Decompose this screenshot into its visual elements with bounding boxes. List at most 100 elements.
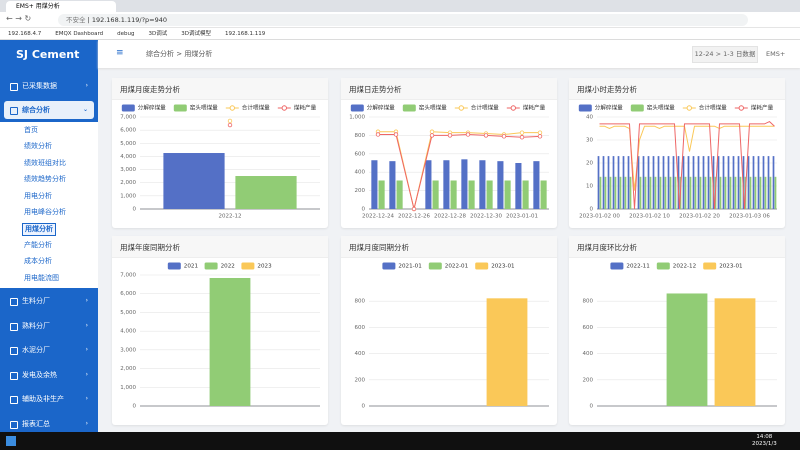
legend-label: 煤耗产量 [523,104,546,112]
legend-icon [351,105,364,112]
line-point [430,134,434,138]
time: 14:08 [752,434,777,441]
submenu-item[interactable]: 绩效趋势分析 [22,174,68,185]
legend-icon [739,106,743,110]
bookmark[interactable]: 3D调试 [149,31,168,37]
submenu-item[interactable]: 绩效分析 [22,141,54,152]
submenu-item[interactable]: 产能分析 [22,240,54,251]
menu-label: 生料分厂 [22,297,50,305]
line-point [520,135,524,139]
crumb[interactable]: 综合分析 [146,50,174,58]
menu-item[interactable]: 辅助及非生产› [4,390,94,408]
bar [515,163,521,209]
taskbar: 14:082023/1/3 [0,432,800,450]
submenu-item[interactable]: 绩效班组对比 [22,158,68,169]
menu-item[interactable]: 综合分析⌄ [4,101,94,119]
bar [658,156,660,209]
bar [443,160,449,209]
bookmark[interactable]: 3D调试模型 [181,31,211,37]
menu-icon [10,347,18,355]
header: ≡ 综合分析 > 用煤分析 12-24 > 1-3 日数据 EMS+ [98,40,800,68]
date-range[interactable]: 12-24 > 1-3 日数据 [692,46,758,63]
bar [600,177,602,209]
menu-icon [10,372,18,380]
submenu-item[interactable]: 用电峰谷分析 [22,207,68,218]
y-tick-label: 3,000 [120,347,136,353]
bookmark[interactable]: 192.168.1.119 [225,31,265,37]
nav-buttons[interactable]: ← → ↻ [6,14,31,23]
line-point [394,133,398,137]
bookmark[interactable]: debug [117,31,134,37]
submenu-item[interactable]: 首页 [22,125,40,136]
bar [610,177,612,209]
bar [763,156,765,209]
y-tick-label: 200 [583,377,594,383]
menu-toggle[interactable]: ≡ [116,48,124,58]
bar [640,177,642,209]
address-bar: ← → ↻ 不安全 | 192.168.1.119/?p=940 [0,12,800,28]
y-tick-label: 0 [133,207,137,213]
menu-item[interactable]: 熟料分厂› [4,317,94,335]
bar [773,156,775,209]
x-tick-label: 2022-12-30 [470,214,502,220]
bar [700,177,702,209]
bar [683,156,685,209]
browser-tab[interactable]: EMS+ 用煤分析 [6,1,116,12]
bar [748,156,750,209]
menu-arrow: › [86,341,88,359]
menu-icon [10,396,18,404]
y-tick-label: 200 [355,188,366,194]
sidebar: SJ Cement 已采集数据›综合分析⌄首页绩效分析绩效班组对比绩效趋势分析用… [0,40,98,432]
submenu: 首页绩效分析绩效班组对比绩效趋势分析用电分析用电峰谷分析用煤分析产能分析成本分析… [0,122,98,288]
bar [235,176,296,209]
clock: 14:082023/1/3 [752,434,777,448]
bar [720,177,722,209]
x-tick-label: 2022-12-28 [434,214,466,220]
menu-item[interactable]: 水泥分厂› [4,341,94,359]
bookmark[interactable]: EMQX Dashboard [55,31,103,37]
menu-icon [10,83,18,91]
y-tick-label: 5,000 [120,310,136,316]
chart: 02004006008002022-112022-122023-01 [569,236,785,425]
submenu-item[interactable]: 用电分析 [22,191,54,202]
bar [620,177,622,209]
bar [685,177,687,209]
bar [505,180,511,209]
line-point [484,134,488,138]
start-button[interactable] [6,436,16,446]
submenu-item[interactable]: 用煤分析 [22,223,56,236]
bar [668,156,670,209]
user[interactable]: EMS+ [766,50,785,58]
legend-icon [511,106,515,110]
bar [371,160,377,209]
y-tick-label: 400 [355,170,366,176]
legend-icon [703,263,716,270]
menu-item[interactable]: 已采集数据› [4,77,94,95]
bar [389,161,395,209]
y-tick-label: 600 [355,151,366,157]
bookmark[interactable]: 192.168.4.7 [8,31,41,37]
bar [645,177,647,209]
menu-item[interactable]: 生料分厂› [4,292,94,310]
bar [630,177,632,209]
bar [740,177,742,209]
legend-icon [382,263,395,270]
x-tick-label: 2023-01-02 00 [579,214,620,220]
menu-arrow: › [86,317,88,335]
menu-item[interactable]: 发电及余热› [4,366,94,384]
legend-label: 2021-01 [398,264,422,270]
submenu-item[interactable]: 用电能流图 [22,273,61,284]
omnibox[interactable]: 不安全 | 192.168.1.119/?p=940 [58,14,748,26]
y-tick-label: 600 [583,325,594,331]
menu-icon [10,421,18,429]
y-tick-label: 6,000 [120,291,136,297]
legend-icon [631,105,644,112]
y-tick-label: 0 [590,404,594,410]
y-tick-label: 30 [586,138,593,144]
menu-item[interactable]: 报表汇总› [4,415,94,433]
submenu-item[interactable]: 成本分析 [22,256,54,267]
bar [625,177,627,209]
bar [660,177,662,209]
legend-icon [403,105,416,112]
